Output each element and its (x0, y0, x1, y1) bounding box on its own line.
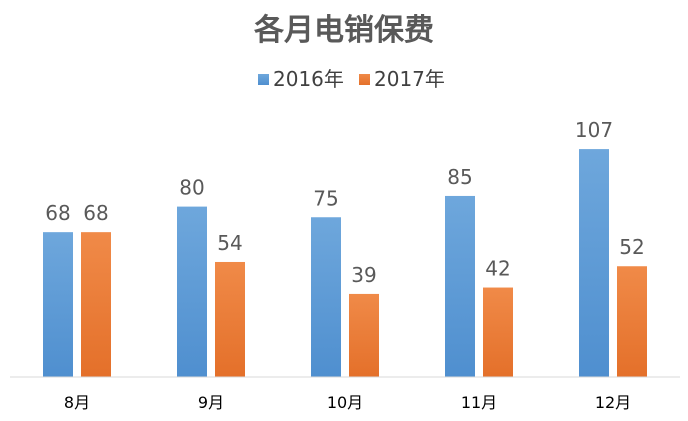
x-axis-tick-labels: 8月 9月 10月 11月 12月 (64, 393, 631, 412)
bars-group (43, 149, 647, 377)
legend-label-2017: 2017年 (374, 67, 445, 91)
legend-label-2016: 2016年 (273, 67, 344, 91)
data-label-2017-8: 68 (83, 201, 108, 225)
data-label-2016-11: 85 (447, 165, 472, 189)
bar-2016-10 (311, 217, 341, 377)
legend-swatch-2017 (359, 74, 370, 85)
bar-2017-8 (81, 232, 111, 377)
chart-title: 各月电销保费 (253, 13, 434, 48)
bar-2017-10 (349, 293, 379, 377)
data-label-2016-12: 107 (575, 118, 613, 142)
data-label-2017-10: 39 (351, 263, 376, 287)
bar-2017-11 (483, 287, 513, 377)
legend: 2016年 2017年 (258, 67, 445, 91)
bar-2016-9 (177, 206, 207, 377)
bar-2017-12 (617, 266, 647, 377)
data-label-2016-9: 80 (179, 176, 204, 200)
x-tick-label-12: 12月 (595, 393, 631, 412)
data-label-2016-8: 68 (45, 201, 70, 225)
bar-2017-9 (215, 261, 245, 377)
data-label-2016-10: 75 (313, 186, 338, 210)
data-label-2017-12: 52 (619, 235, 644, 259)
data-labels-group: 68 68 80 54 75 39 85 42 107 52 (45, 118, 644, 287)
legend-swatch-2016 (258, 74, 269, 85)
x-tick-label-8: 8月 (64, 393, 90, 412)
bar-2016-8 (43, 232, 73, 377)
bar-2016-12 (579, 149, 609, 377)
x-tick-label-10: 10月 (327, 393, 363, 412)
data-label-2017-11: 42 (485, 257, 510, 281)
x-tick-label-11: 11月 (461, 393, 497, 412)
bar-2016-11 (445, 195, 475, 377)
data-label-2017-9: 54 (217, 231, 242, 255)
x-tick-label-9: 9月 (198, 393, 224, 412)
